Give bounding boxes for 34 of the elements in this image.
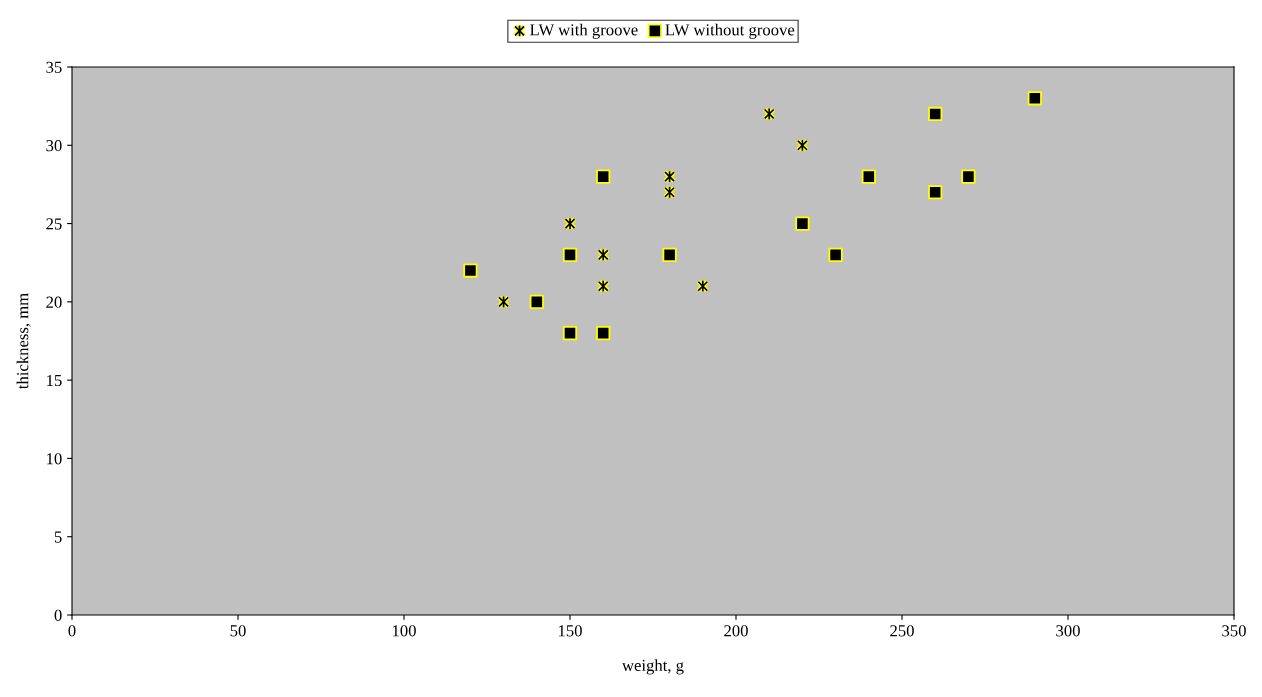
point xyxy=(928,106,943,122)
x-tick-label: 300 xyxy=(1056,625,1080,637)
x-tick-label: 100 xyxy=(392,625,416,637)
y-tick-label: 30 xyxy=(46,139,62,152)
point xyxy=(861,169,876,184)
point xyxy=(1027,91,1042,106)
point xyxy=(463,263,478,278)
legend-label: LW without groove xyxy=(665,23,795,39)
y-tick-label: 15 xyxy=(47,374,62,387)
x-tick-label: 200 xyxy=(724,625,748,637)
x-tick-label: 0 xyxy=(68,625,76,637)
x-tick-label: 350 xyxy=(1222,625,1246,637)
point xyxy=(795,216,810,231)
point xyxy=(596,326,611,341)
y-axis-title: thickness, mm xyxy=(16,293,31,389)
point xyxy=(828,247,843,263)
y-tick-label: 10 xyxy=(47,453,62,465)
x-tick-label: 50 xyxy=(230,625,246,637)
x-axis-title: weight, g xyxy=(622,659,684,675)
y-tick-label: 20 xyxy=(46,296,62,308)
y-tick-label: 5 xyxy=(54,531,62,543)
x-tick-label: 150 xyxy=(558,625,582,637)
y-tick-label: 0 xyxy=(54,609,62,621)
x-tick-label: 250 xyxy=(890,625,914,637)
point xyxy=(662,247,677,263)
point xyxy=(562,326,578,341)
legend-label: LW with groove xyxy=(530,23,638,39)
point xyxy=(562,247,578,263)
y-tick-label: 35 xyxy=(46,61,62,73)
point xyxy=(928,185,943,200)
point xyxy=(529,294,544,309)
point xyxy=(961,169,976,184)
point xyxy=(596,169,611,184)
y-tick-label: 25 xyxy=(46,218,62,230)
